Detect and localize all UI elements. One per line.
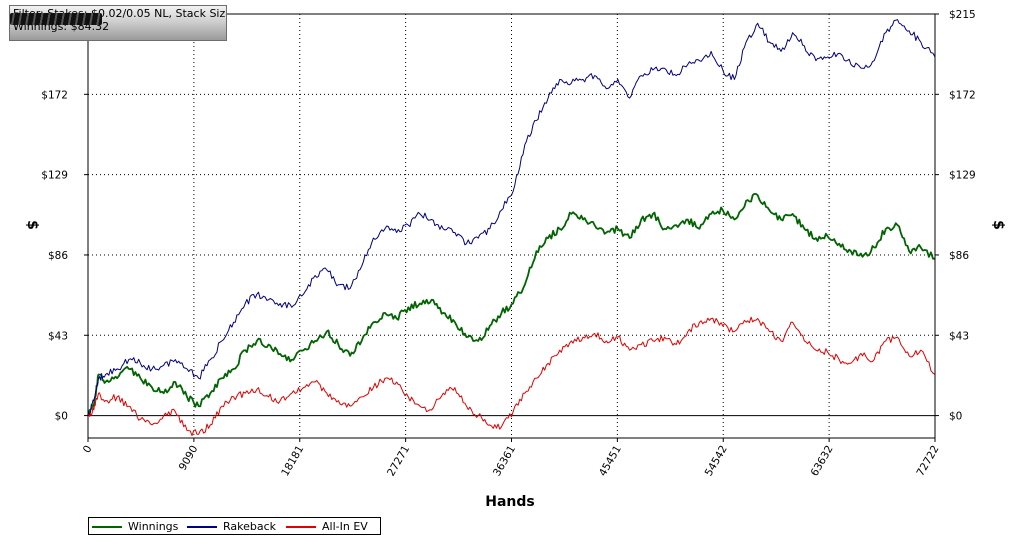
y-tick-label-right: $172 — [949, 89, 976, 101]
y-tick-label-right: $129 — [949, 170, 976, 182]
filter-info-box: Filter: Stakes: $0.02/0.05 NL, Stack Siz… — [9, 5, 227, 41]
x-tick-label: 45451 — [597, 444, 624, 479]
x-tick-label: 18181 — [279, 444, 306, 479]
y-axis-title-right: $ — [990, 220, 1006, 230]
legend-swatch-winnings — [92, 526, 122, 528]
legend-swatch-allin-ev — [286, 526, 316, 528]
plot-frame — [87, 13, 936, 439]
x-tick-label: 9090 — [177, 444, 201, 473]
y-tick-label-left: $172 — [41, 89, 68, 101]
x-axis-title: Hands — [485, 494, 535, 510]
x-tick-label: 36361 — [491, 444, 518, 479]
redacted-scribble — [10, 13, 102, 25]
x-tick-label: 63632 — [809, 444, 836, 479]
y-tick-label-left: $43 — [48, 330, 68, 342]
legend-label-winnings: Winnings — [128, 520, 179, 533]
y-tick-label-right: $215 — [949, 9, 976, 21]
series-line-winnings — [87, 193, 935, 416]
legend: Winnings Rakeback All-In EV — [88, 517, 381, 535]
x-tick-label: 27271 — [385, 444, 412, 479]
x-tick-label: 54542 — [703, 444, 730, 479]
legend-label-rakeback: Rakeback — [223, 520, 277, 533]
x-tick-label: 72722 — [915, 444, 942, 479]
series-line-all-in-ev — [87, 316, 936, 437]
y-tick-label-right: $0 — [949, 411, 962, 423]
legend-swatch-rakeback — [187, 526, 217, 528]
series-line-rakeback — [87, 19, 936, 416]
grid-lines — [88, 13, 935, 438]
x-tick-label: 0 — [81, 444, 95, 456]
y-tick-label-left: $86 — [48, 250, 68, 262]
legend-label-allin-ev: All-In EV — [322, 520, 368, 533]
y-tick-label-right: $43 — [949, 330, 969, 342]
y-axis-title-left: $ — [24, 220, 40, 230]
y-tick-label-left: $129 — [41, 170, 68, 182]
y-tick-label-right: $86 — [949, 250, 969, 262]
series-lines — [87, 19, 936, 437]
winnings-text: Winnings: $84.32 — [10, 13, 223, 33]
y-tick-label-left: $0 — [55, 411, 68, 423]
